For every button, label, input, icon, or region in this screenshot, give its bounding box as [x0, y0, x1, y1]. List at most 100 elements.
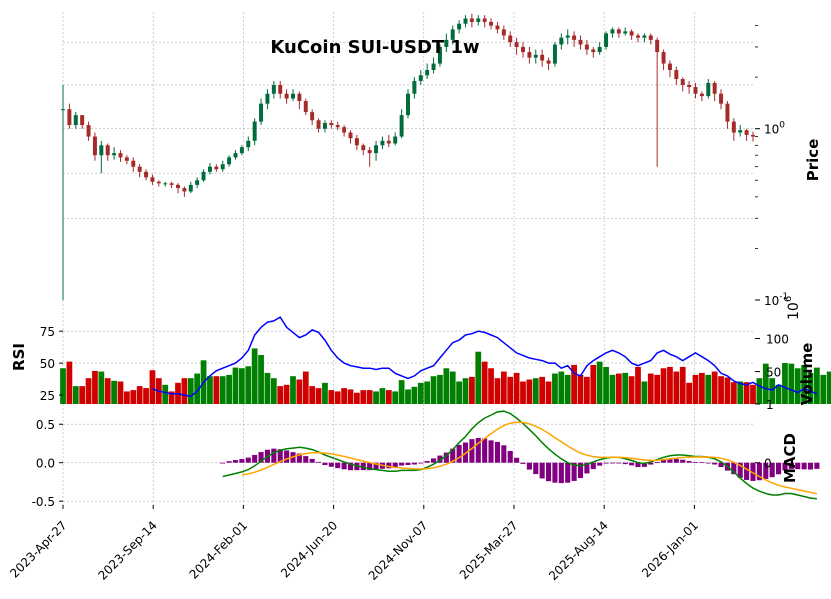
volume-bar: [679, 366, 686, 404]
candle-body: [425, 70, 430, 76]
macd-histogram-bar: [501, 445, 507, 463]
axis-ticks: 2023-Apr-27 2023-Sep-14 2024-Feb-01 2024-Ju…: [7, 25, 802, 583]
candle-body: [450, 29, 455, 40]
macd-histogram-bar: [801, 462, 807, 470]
candle-body: [99, 145, 104, 156]
volume-bar: [270, 378, 277, 404]
grid-lines: [62, 12, 753, 505]
volume-bar: [309, 386, 316, 404]
candle-body: [220, 164, 225, 170]
candle-body: [610, 29, 615, 34]
price-axis-label: Price: [804, 139, 822, 182]
candle-body: [188, 184, 193, 192]
macd-histogram-bar: [673, 458, 679, 463]
candle-body: [431, 63, 436, 71]
macd-histogram-bar: [699, 462, 705, 464]
macd-histogram-bar: [245, 457, 251, 463]
candle-body: [642, 35, 647, 38]
volume-bar: [782, 362, 788, 404]
candle-body: [674, 70, 679, 80]
macd-histogram-bar: [539, 462, 545, 479]
candle-body: [661, 52, 666, 64]
macd-histogram-bar: [488, 440, 494, 463]
x-tick-label: 2026-Jan-01: [639, 518, 701, 580]
macd-histogram-bar: [456, 444, 462, 463]
volume-axis-label: Volume: [798, 343, 816, 406]
macd-histogram-bar: [418, 462, 424, 464]
macd-histogram-bar: [807, 462, 814, 470]
candle-body: [725, 103, 730, 122]
volume-bar: [635, 366, 641, 404]
macd-histogram-bar: [386, 462, 392, 469]
macd-histogram-bar: [399, 462, 405, 466]
macd-histogram-bar: [635, 462, 641, 468]
macd-histogram-bar: [731, 462, 737, 475]
volume-bar: [143, 388, 149, 404]
volume-bar: [699, 372, 705, 404]
macd-histogram-bar: [373, 462, 379, 470]
volume-bar: [513, 372, 520, 404]
volume-bar: [826, 371, 831, 404]
volume-bar: [820, 374, 827, 404]
candle-body: [207, 166, 212, 172]
macd-histogram-bar: [609, 462, 615, 464]
volume-bar: [794, 368, 801, 404]
candle-body: [687, 84, 692, 88]
volume-bar: [424, 381, 431, 404]
volume-bar: [334, 391, 341, 404]
macd-histogram-bar: [533, 462, 539, 475]
volume-tick-label: 100: [766, 332, 789, 346]
volume-bar: [398, 380, 405, 404]
candle-body: [597, 46, 602, 53]
macd-histogram-bar: [258, 452, 264, 463]
macd-histogram-bar: [597, 462, 603, 466]
macd-histogram-bar: [322, 462, 328, 465]
volume-bar: [251, 348, 258, 404]
macd-histogram-bar: [603, 462, 609, 464]
x-tick-label: 2025-Mar-27: [457, 518, 521, 582]
candle-body: [706, 82, 711, 97]
candle-body: [61, 109, 65, 111]
macd-histogram-bar: [239, 459, 245, 463]
candle-body: [731, 121, 736, 133]
macd-histogram-bar: [367, 462, 373, 471]
volume-bar: [584, 376, 590, 404]
volume-bar: [814, 367, 820, 404]
macd-histogram-bar: [392, 462, 398, 468]
candle-body: [67, 109, 72, 126]
volume-bar: [136, 386, 143, 404]
candle-body: [227, 157, 232, 165]
price-candles: [61, 13, 755, 300]
volume-bar: [405, 389, 411, 404]
volume-bar: [187, 378, 194, 404]
price-tick-label: 10-1: [764, 292, 788, 308]
candle-body: [265, 93, 270, 104]
candle-body: [86, 125, 91, 137]
volume-tick-label: 50: [766, 366, 781, 380]
macd-histogram-bar: [814, 462, 820, 469]
candle-body: [144, 171, 149, 178]
volume-bar: [711, 371, 718, 404]
macd-signal-line: [241, 421, 818, 495]
volume-bar: [72, 386, 79, 404]
volume-bar: [366, 390, 373, 404]
macd-histogram-bar: [514, 457, 520, 463]
macd-histogram-bar: [494, 441, 500, 463]
macd-histogram-bar: [737, 462, 743, 478]
candle-body: [578, 39, 583, 45]
volume-bar: [692, 374, 699, 404]
candle-body: [329, 122, 334, 126]
candle-body: [271, 84, 276, 94]
volume-bar: [564, 374, 571, 404]
volume-bar: [762, 363, 769, 404]
macd-panel: [220, 410, 820, 500]
macd-histogram-bar: [552, 462, 558, 483]
candle-body: [214, 166, 219, 170]
candle-body: [533, 54, 538, 58]
volume-bar: [494, 378, 501, 404]
volume-bar: [590, 364, 597, 404]
candle-body: [648, 35, 653, 40]
candle-body: [751, 134, 755, 137]
macd-histogram-bar: [360, 462, 366, 471]
volume-bar: [283, 384, 290, 404]
